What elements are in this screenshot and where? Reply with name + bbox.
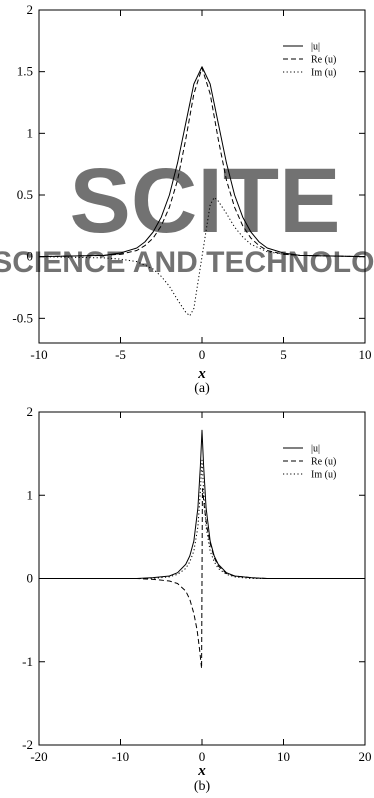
y-tick-label: 0 [27, 571, 34, 586]
y-tick-label: -2 [22, 737, 33, 752]
chart-caption: (a) [194, 381, 210, 396]
series-line-dotted [39, 459, 365, 579]
chart-caption: (b) [194, 779, 211, 794]
chart-a: -10 -5 0 5 10 -0.5 0 0.5 1 1.5 2 |u| Re (u) Im (u) x(a… [12, 2, 371, 396]
y-tick-label: 1.5 [17, 64, 33, 79]
y-tick-label: 1 [27, 487, 34, 502]
x-tick-label: 0 [199, 347, 206, 362]
series-line-solid [39, 66, 365, 258]
x-tick-label: -20 [30, 749, 47, 764]
y-tick-label: 0.5 [17, 187, 33, 202]
x-tick-label: -5 [115, 347, 126, 362]
legend-label: Im (u) [311, 68, 336, 79]
watermark: SCITE SCIENCE AND TECHNOLOGY [0, 150, 374, 279]
series-line-dashed [39, 488, 365, 669]
legend-label: |u| [311, 42, 320, 53]
watermark-word: SCITE [70, 150, 341, 252]
y-tick-label: -0.5 [12, 310, 33, 325]
legend-label: Re (u) [311, 55, 336, 66]
x-axis-label: x [197, 763, 206, 779]
legend-label: Re (u) [311, 457, 336, 468]
legend-label: Im (u) [311, 470, 336, 481]
y-tick-label: 0 [27, 249, 34, 264]
x-tick-label: 20 [359, 749, 372, 764]
x-tick-label: 0 [199, 749, 206, 764]
series-line-dashed [39, 67, 365, 258]
x-tick-label: 10 [277, 749, 290, 764]
y-tick-label: 2 [27, 2, 34, 17]
x-tick-label: 5 [280, 347, 287, 362]
y-tick-label: 1 [27, 125, 34, 140]
x-axis-label: x [197, 366, 206, 382]
x-tick-label: 10 [359, 347, 372, 362]
y-tick-label: -1 [22, 654, 33, 669]
x-tick-label: -10 [112, 749, 129, 764]
y-tick-label: 2 [27, 404, 34, 419]
legend-label: |u| [311, 444, 320, 455]
x-tick-label: -10 [30, 347, 47, 362]
watermark-tagline: SCIENCE AND TECHNOLOGY [0, 246, 374, 279]
